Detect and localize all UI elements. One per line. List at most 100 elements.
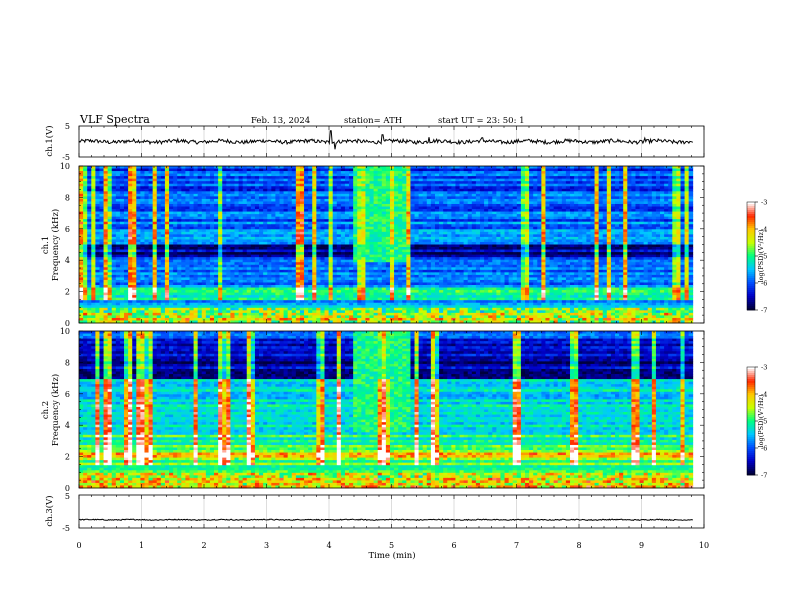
heatmap-cell: [353, 171, 358, 174]
heatmap-cell: [578, 203, 583, 207]
heatmap-cell: [222, 173, 227, 177]
heatmap-cell: [140, 173, 145, 177]
heatmap-cell: [365, 231, 370, 235]
heatmap-cell: [209, 231, 215, 235]
heatmap-cell: [124, 191, 129, 195]
heatmap-cell: [259, 203, 264, 207]
heatmap-cell: [119, 181, 125, 185]
heatmap-cell: [218, 247, 223, 250]
heatmap-cell: [308, 224, 313, 228]
heatmap-cell: [655, 224, 661, 228]
heatmap-cell: [488, 196, 493, 200]
heatmap-cell: [500, 181, 505, 185]
heatmap-cell: [660, 166, 665, 169]
heatmap-cell: [389, 196, 395, 200]
heatmap-cell: [365, 191, 370, 195]
heatmap-cell: [377, 206, 383, 210]
heatmap-cell: [381, 214, 387, 218]
heatmap-cell: [254, 176, 260, 180]
heatmap-cell: [164, 241, 170, 245]
heatmap-cell: [156, 226, 162, 230]
heatmap-cell: [119, 231, 125, 235]
heatmap-cell: [197, 214, 203, 218]
heatmap-cell: [508, 193, 514, 197]
heatmap-cell: [455, 224, 460, 228]
heatmap-cell: [496, 203, 501, 207]
heatmap-cell: [377, 236, 383, 240]
heatmap-cell: [320, 188, 325, 192]
heatmap-cell: [332, 247, 338, 250]
heatmap-cell: [287, 183, 293, 187]
heatmap-cell: [565, 234, 571, 238]
heatmap-cell: [615, 209, 620, 212]
heatmap-cell: [488, 234, 493, 238]
heatmap-cell: [484, 173, 489, 177]
heatmap-cell: [426, 214, 432, 218]
heatmap-cell: [439, 196, 444, 200]
heatmap-cell: [111, 193, 117, 197]
heatmap-cell: [676, 239, 681, 243]
heatmap-cell: [132, 221, 137, 225]
heatmap-cell: [410, 176, 415, 180]
heatmap-cell: [156, 216, 162, 220]
heatmap-cell: [655, 219, 661, 223]
heatmap-cell: [418, 201, 424, 205]
heatmap-cell: [144, 216, 149, 220]
heatmap-cell: [160, 209, 166, 212]
heatmap-cell: [328, 171, 334, 174]
heatmap-cell: [316, 186, 321, 190]
heatmap-cell: [156, 186, 162, 190]
heatmap-cell: [218, 203, 223, 207]
heatmap-cell: [324, 173, 329, 177]
heatmap-cell: [402, 168, 407, 172]
heatmap-cell: [332, 224, 338, 228]
heatmap-cell: [136, 206, 141, 210]
heatmap-cell: [287, 206, 293, 210]
heatmap-cell: [140, 226, 145, 230]
heatmap-cell: [479, 231, 485, 235]
heatmap-cell: [169, 176, 174, 180]
heatmap-cell: [299, 171, 305, 174]
heatmap-cell: [582, 181, 587, 185]
heatmap-cell: [115, 166, 121, 169]
heatmap-cell: [418, 226, 424, 230]
heatmap-cell: [410, 173, 415, 177]
heatmap-cell: [426, 198, 432, 202]
heatmap-cell: [132, 203, 137, 207]
heatmap-cell: [385, 181, 391, 185]
heatmap-cell: [447, 234, 452, 238]
heatmap-cell: [357, 241, 362, 245]
heatmap-cell: [627, 206, 632, 210]
heatmap-cell: [627, 166, 632, 169]
heatmap-cell: [357, 247, 362, 250]
heatmap-cell: [508, 166, 514, 169]
heatmap-cell: [549, 173, 555, 177]
heatmap-cell: [115, 241, 121, 245]
heatmap-cell: [91, 173, 96, 177]
heatmap-cell: [459, 214, 465, 218]
heatmap-cell: [234, 186, 239, 190]
heatmap-cell: [688, 226, 694, 230]
heatmap-cell: [590, 168, 595, 172]
heatmap-cell: [250, 181, 256, 185]
heatmap-cell: [430, 191, 436, 195]
heatmap-cell: [160, 193, 166, 197]
heatmap-cell: [99, 166, 104, 169]
heatmap-cell: [83, 229, 88, 233]
heatmap-cell: [226, 226, 231, 230]
heatmap-cell: [295, 201, 301, 205]
heatmap-cell: [664, 173, 669, 177]
heatmap-cell: [79, 209, 84, 212]
heatmap-cell: [152, 226, 158, 230]
heatmap-cell: [561, 211, 567, 215]
heatmap-cell: [344, 221, 350, 225]
heatmap-cell: [169, 231, 174, 235]
heatmap-cell: [316, 183, 321, 187]
heatmap-cell: [124, 173, 129, 177]
heatmap-cell: [676, 201, 681, 205]
heatmap-cell: [115, 181, 121, 185]
heatmap-cell: [479, 221, 485, 225]
heatmap-cell: [91, 168, 96, 172]
heatmap-cell: [516, 244, 522, 248]
